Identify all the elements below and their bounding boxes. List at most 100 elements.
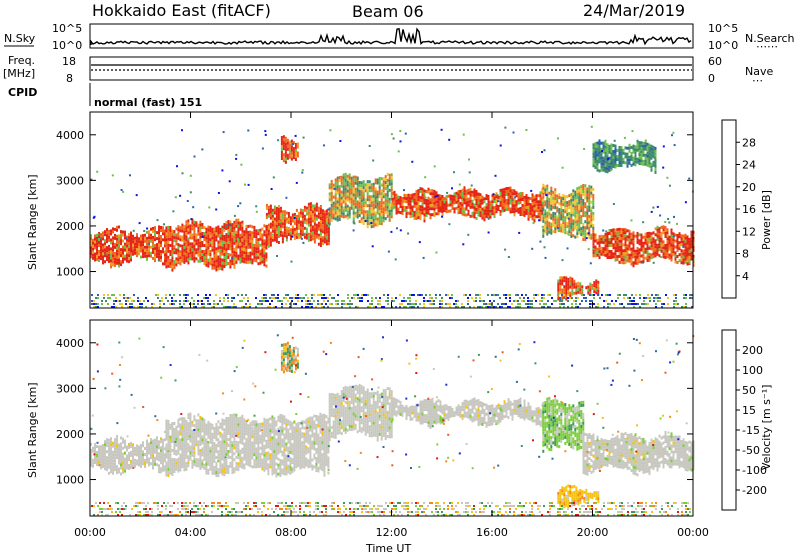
- range-cell: [239, 260, 242, 264]
- range-cell: [606, 235, 609, 238]
- range-cell: [638, 147, 641, 151]
- range-cell: [94, 446, 96, 449]
- range-cell: [467, 212, 470, 216]
- range-cell: [185, 229, 188, 233]
- range-cell: [120, 251, 122, 255]
- range-cell: [360, 205, 363, 209]
- range-cell: [481, 198, 484, 202]
- range-cell: [211, 230, 214, 234]
- range-cell: [362, 195, 365, 199]
- range-cell: [118, 225, 120, 229]
- range-cell: [227, 262, 230, 265]
- scatter-cell: [561, 259, 564, 262]
- range-cell: [600, 165, 603, 169]
- clutter-cell: [109, 297, 111, 299]
- clutter-cell: [559, 303, 561, 305]
- range-cell: [148, 457, 150, 461]
- range-cell: [350, 176, 353, 180]
- range-cell: [327, 227, 330, 231]
- range-cell: [197, 446, 200, 450]
- range-cell: [227, 247, 230, 250]
- range-cell: [360, 190, 363, 194]
- range-cell: [185, 461, 188, 465]
- range-cell: [271, 217, 274, 221]
- clutter-cell: [297, 300, 299, 302]
- range-cell: [560, 205, 563, 209]
- range-cell: [257, 241, 260, 245]
- range-cell: [548, 215, 551, 219]
- clutter-cell: [227, 294, 229, 296]
- clutter-cell: [97, 303, 99, 305]
- range-cell: [386, 181, 389, 185]
- range-cell: [648, 152, 651, 156]
- range-cell: [325, 209, 328, 213]
- range-cell: [587, 285, 590, 289]
- range-cell: [523, 195, 526, 199]
- range-cell: [479, 214, 482, 218]
- range-cell: [346, 195, 349, 199]
- range-cell: [487, 203, 490, 207]
- range-cell: [249, 233, 252, 237]
- range-cell: [608, 238, 611, 241]
- range-cell: [594, 245, 597, 249]
- range-cell: [191, 435, 194, 439]
- range-cell: [592, 226, 595, 230]
- range-cell: [336, 200, 339, 204]
- scatter-cell: [399, 130, 402, 132]
- scatter-cell: [368, 145, 371, 147]
- range-cell: [185, 247, 188, 251]
- clutter-cell: [175, 300, 177, 302]
- range-cell: [666, 240, 669, 244]
- range-cell: [393, 190, 396, 194]
- range-cell: [152, 448, 154, 452]
- range-cell: [648, 252, 651, 256]
- clutter-cell: [477, 306, 479, 308]
- range-cell: [600, 168, 603, 172]
- range-cell: [277, 211, 280, 214]
- range-cell: [199, 449, 202, 452]
- clutter-cell: [317, 300, 319, 302]
- range-cell: [686, 247, 689, 251]
- range-cell: [550, 189, 553, 193]
- range-cell: [191, 245, 194, 249]
- range-cell: [606, 241, 609, 244]
- range-cell: [209, 259, 212, 263]
- range-cell: [205, 233, 208, 237]
- range-cell: [592, 199, 595, 203]
- range-cell: [342, 191, 345, 195]
- range-cell: [606, 161, 609, 165]
- range-cell: [328, 195, 331, 199]
- range-cell: [154, 259, 156, 263]
- range-cell: [185, 256, 188, 260]
- range-cell: [584, 229, 587, 233]
- range-cell: [249, 245, 252, 249]
- range-cell: [596, 159, 599, 163]
- range-cell: [313, 237, 316, 241]
- range-cell: [372, 203, 375, 207]
- range-cell: [219, 242, 222, 246]
- range-cell: [249, 239, 252, 243]
- range-cell: [171, 431, 174, 434]
- clutter-cell: [307, 297, 309, 299]
- clutter-cell: [403, 306, 405, 308]
- range-cell: [463, 192, 466, 196]
- range-cell: [253, 258, 256, 262]
- range-cell: [110, 455, 112, 459]
- scatter-cell: [277, 139, 280, 142]
- range-cell: [309, 208, 312, 212]
- range-cell: [229, 247, 232, 251]
- range-cell: [122, 260, 124, 264]
- range-cell: [634, 249, 637, 253]
- clutter-cell: [203, 297, 205, 299]
- range-cell: [372, 185, 375, 189]
- range-cell: [642, 244, 645, 248]
- range-cell: [352, 196, 355, 200]
- range-cell: [118, 258, 120, 262]
- range-cell: [531, 196, 534, 200]
- range-cell: [164, 259, 166, 263]
- range-cell: [207, 264, 210, 268]
- range-cell: [419, 196, 422, 200]
- range-cell: [533, 207, 536, 211]
- clutter-cell: [651, 294, 653, 296]
